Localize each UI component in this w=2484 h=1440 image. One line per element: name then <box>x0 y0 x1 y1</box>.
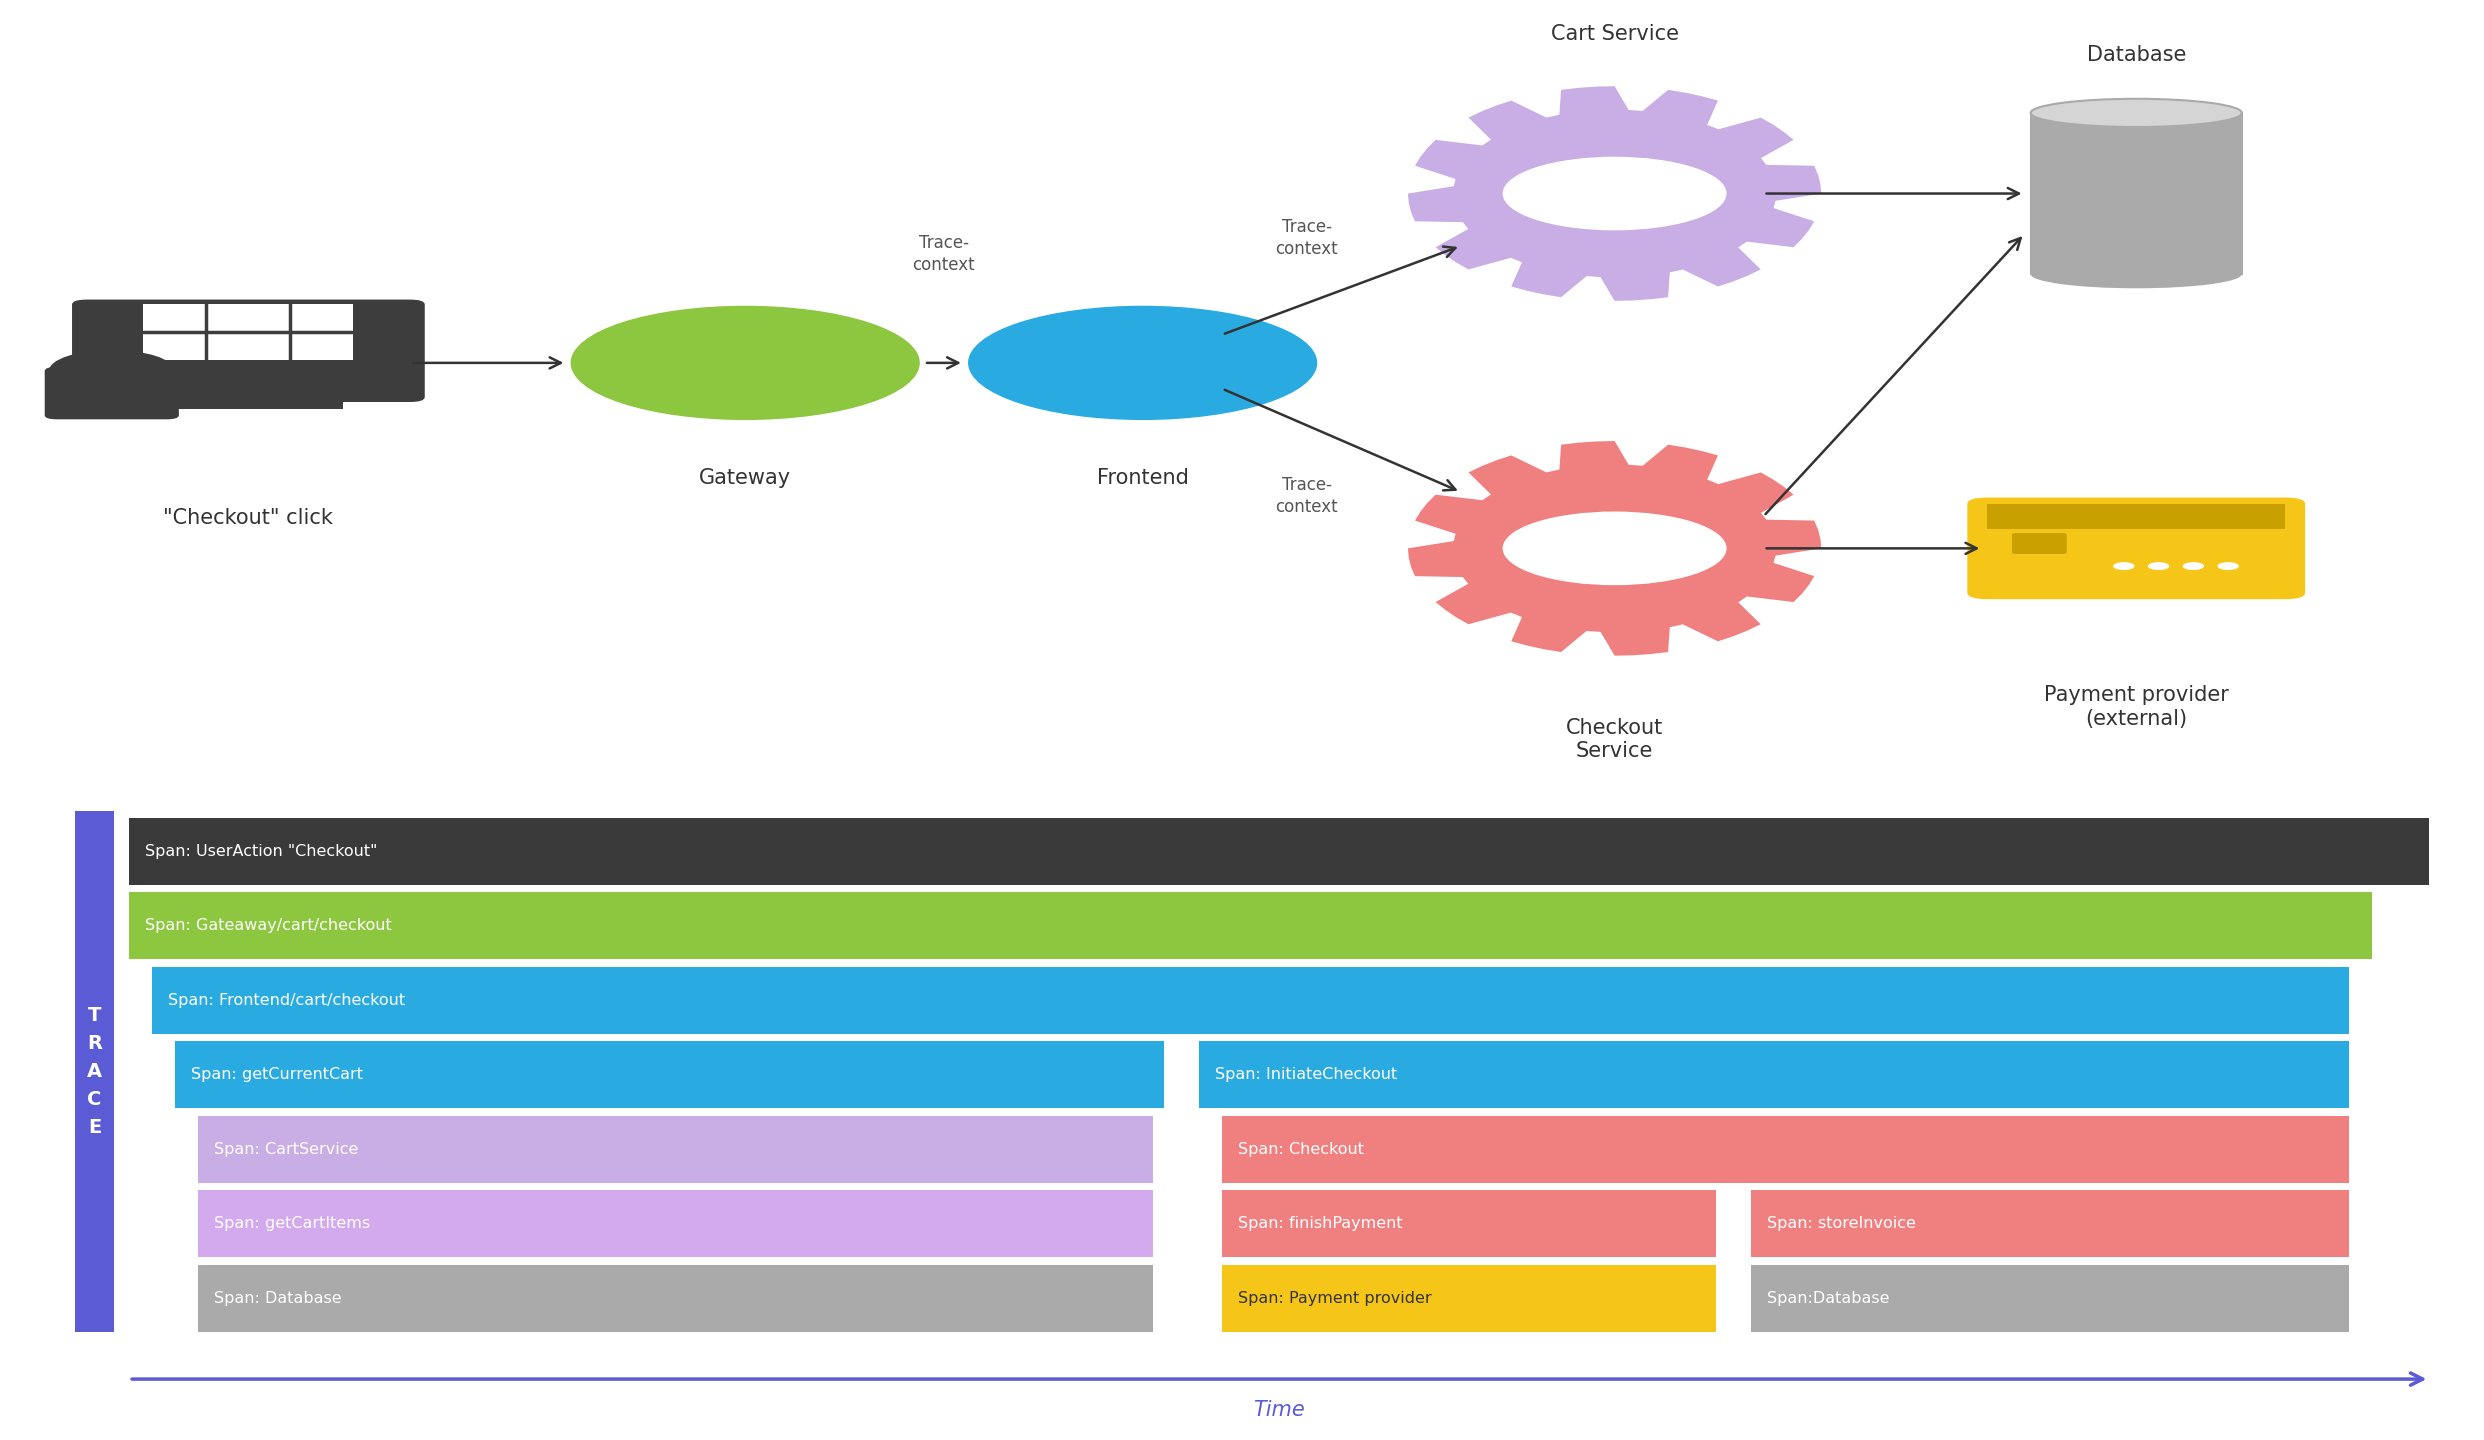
FancyBboxPatch shape <box>199 1116 1153 1182</box>
Text: Span: finishPayment: Span: finishPayment <box>1237 1217 1403 1231</box>
Text: Span: Database: Span: Database <box>214 1290 343 1306</box>
FancyBboxPatch shape <box>1967 498 2305 599</box>
Circle shape <box>2218 563 2238 569</box>
Ellipse shape <box>2029 261 2241 288</box>
Text: Span: InitiateCheckout: Span: InitiateCheckout <box>1215 1067 1396 1083</box>
Bar <box>1987 504 2285 528</box>
FancyBboxPatch shape <box>1751 1264 2350 1332</box>
Circle shape <box>50 351 174 392</box>
FancyBboxPatch shape <box>2012 533 2067 554</box>
Text: Span: Frontend/cart/checkout: Span: Frontend/cart/checkout <box>169 994 405 1008</box>
Text: "Checkout" click: "Checkout" click <box>164 508 333 528</box>
FancyBboxPatch shape <box>72 300 425 402</box>
Text: Cart Service: Cart Service <box>1550 24 1679 45</box>
FancyBboxPatch shape <box>129 893 2372 959</box>
FancyBboxPatch shape <box>199 1191 1153 1257</box>
Text: Frontend: Frontend <box>1098 468 1187 488</box>
Circle shape <box>2114 563 2134 569</box>
FancyBboxPatch shape <box>129 818 2429 886</box>
Circle shape <box>2183 563 2203 569</box>
Bar <box>219 389 278 402</box>
Ellipse shape <box>2029 99 2241 127</box>
Text: Checkout
Service: Checkout Service <box>1565 717 1664 760</box>
Text: Trace-
context: Trace- context <box>912 233 976 274</box>
FancyBboxPatch shape <box>45 367 179 419</box>
FancyBboxPatch shape <box>152 966 2350 1034</box>
Text: Span: Gateaway/cart/checkout: Span: Gateaway/cart/checkout <box>144 919 392 933</box>
Text: Span:Database: Span:Database <box>1766 1290 1890 1306</box>
Text: Trace-
context: Trace- context <box>1274 217 1339 258</box>
Bar <box>2032 112 2241 274</box>
FancyBboxPatch shape <box>1222 1191 1716 1257</box>
FancyBboxPatch shape <box>1200 1041 2350 1109</box>
Text: Span: getCurrentCart: Span: getCurrentCart <box>191 1067 363 1083</box>
Text: Span: Payment provider: Span: Payment provider <box>1237 1290 1431 1306</box>
Circle shape <box>2149 563 2169 569</box>
Text: Gateway: Gateway <box>698 468 792 488</box>
Text: Time: Time <box>1254 1400 1304 1420</box>
FancyBboxPatch shape <box>1751 1191 2350 1257</box>
Bar <box>75 811 114 1332</box>
Bar <box>154 399 343 409</box>
Polygon shape <box>1408 441 1821 655</box>
Text: Span: getCartItems: Span: getCartItems <box>214 1217 370 1231</box>
Circle shape <box>1503 157 1726 229</box>
Text: Trace-
context: Trace- context <box>1274 475 1339 516</box>
Polygon shape <box>1408 86 1821 301</box>
FancyBboxPatch shape <box>1222 1264 1716 1332</box>
Text: Database: Database <box>2087 45 2186 65</box>
Text: Payment provider
(external): Payment provider (external) <box>2044 685 2228 729</box>
FancyBboxPatch shape <box>199 1264 1153 1332</box>
Text: Span: Checkout: Span: Checkout <box>1237 1142 1364 1156</box>
Circle shape <box>571 307 919 419</box>
Bar <box>144 304 353 360</box>
FancyBboxPatch shape <box>1222 1116 2350 1182</box>
Text: T
R
A
C
E: T R A C E <box>87 1005 102 1136</box>
Text: Span: storeInvoice: Span: storeInvoice <box>1766 1217 1915 1231</box>
Circle shape <box>1503 513 1726 585</box>
FancyBboxPatch shape <box>176 1041 1165 1109</box>
Text: Span: CartService: Span: CartService <box>214 1142 358 1156</box>
Circle shape <box>969 307 1317 419</box>
Text: Span: UserAction "Checkout": Span: UserAction "Checkout" <box>144 844 378 860</box>
